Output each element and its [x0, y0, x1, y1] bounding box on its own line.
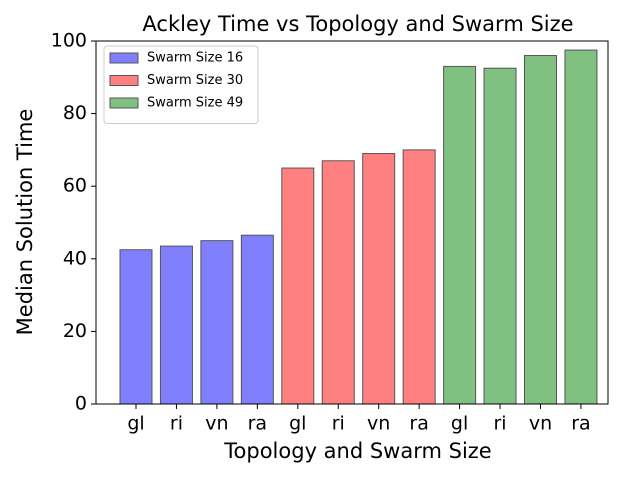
bar [281, 167, 315, 405]
y-tick-label: 0 [75, 393, 87, 415]
x-tick-label: ra [409, 413, 428, 435]
legend-swatch [109, 52, 139, 64]
bar [119, 249, 153, 405]
plot-frame [95, 40, 609, 405]
bar [564, 49, 598, 405]
x-tick-label: ri [170, 413, 183, 435]
x-tick-label: vn [205, 413, 228, 435]
legend-label: Swarm Size 16 [147, 51, 243, 66]
x-tick-label: gl [127, 413, 144, 435]
x-tick-label: ri [332, 413, 345, 435]
bar [159, 245, 193, 405]
y-tick-label: 40 [63, 247, 87, 269]
bar [402, 149, 436, 405]
x-tick-label: vn [529, 413, 552, 435]
bar [321, 160, 355, 405]
x-tick-label: gl [289, 413, 306, 435]
legend-swatch [109, 97, 139, 109]
y-axis-label: Median Solution Time [13, 109, 37, 336]
legend-frame [103, 45, 259, 124]
x-tick-label: ri [494, 413, 507, 435]
y-tick-label: 100 [51, 30, 87, 52]
x-tick-label: ra [248, 413, 267, 435]
y-tick-label: 60 [63, 175, 87, 197]
bar [443, 65, 477, 405]
legend-label: Swarm Size 49 [147, 96, 243, 111]
x-tick-label: ra [571, 413, 590, 435]
bar [240, 234, 274, 405]
bar [200, 240, 234, 405]
bar [362, 153, 396, 405]
y-tick-label: 20 [63, 320, 87, 342]
legend: Swarm Size 16 Swarm Size 30 Swarm Size 49 [103, 45, 259, 124]
x-tick-label: vn [367, 413, 390, 435]
legend-label: Swarm Size 30 [147, 73, 243, 88]
bar [524, 55, 557, 405]
bar [483, 67, 517, 405]
chart-title: Ackley Time vs Topology and Swarm Size [142, 12, 573, 36]
x-tick-label: gl [451, 413, 468, 435]
x-axis-label: Topology and Swarm Size [223, 439, 491, 463]
legend-swatch [109, 75, 139, 86]
y-tick-label: 80 [63, 102, 87, 124]
